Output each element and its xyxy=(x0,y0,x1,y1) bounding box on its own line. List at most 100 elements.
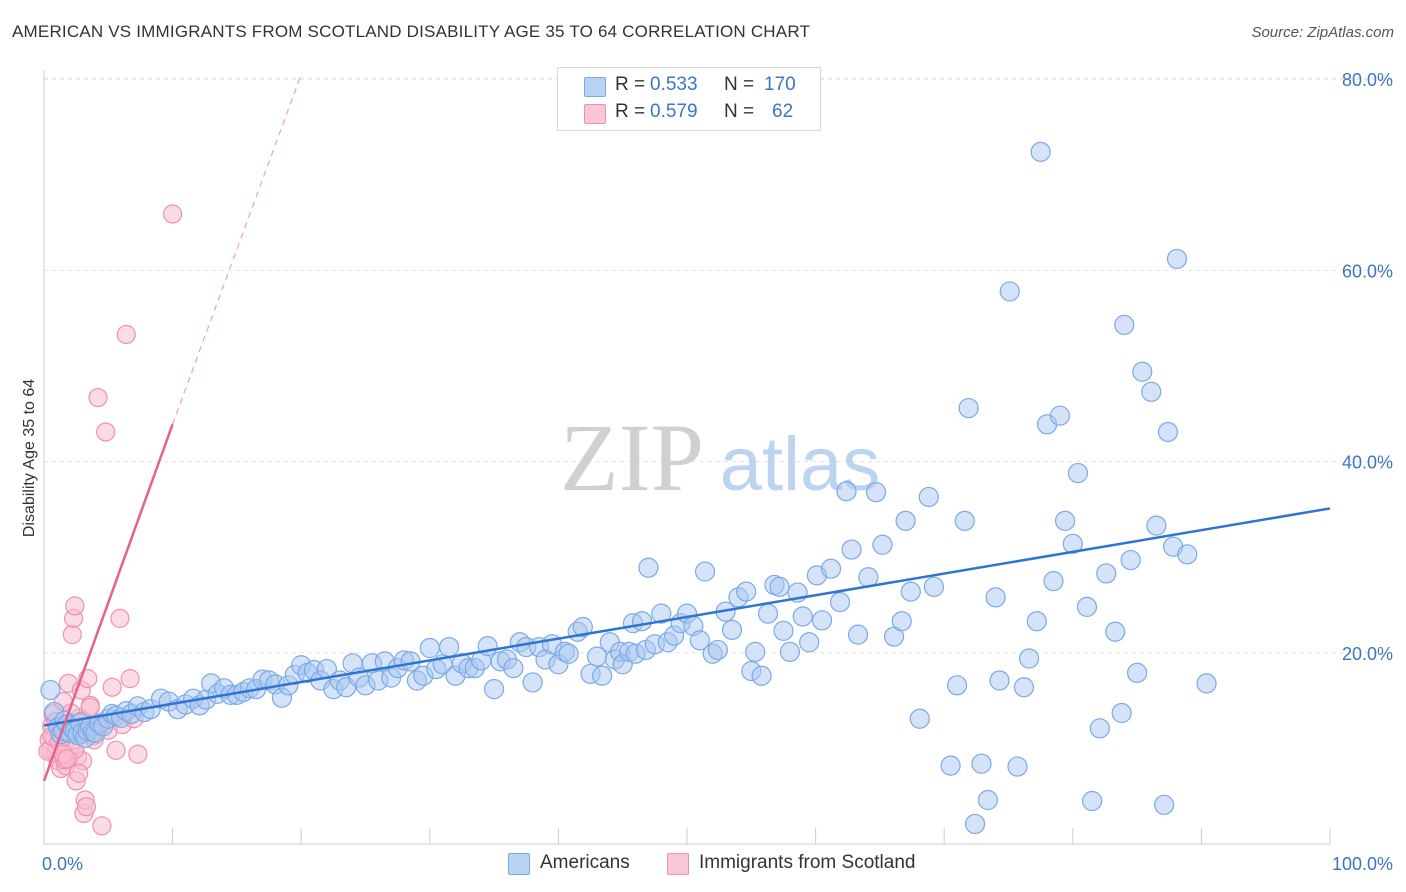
americans-point-118 xyxy=(707,639,728,661)
scotland-point-50 xyxy=(69,763,89,783)
americans-point-185 xyxy=(1157,421,1179,443)
americans-point-179 xyxy=(1120,549,1141,571)
americans-point-173 xyxy=(1081,790,1103,812)
americans-point-126 xyxy=(757,603,779,624)
scotland-point-35 xyxy=(96,422,116,442)
americans-point-97 xyxy=(592,665,613,686)
americans-point-174 xyxy=(1089,718,1110,739)
americans-point-137 xyxy=(829,592,851,613)
tick-labels: 20.0% 40.0% 60.0% 80.0% 0.0% 100.0% xyxy=(42,70,1393,874)
americans-point-184 xyxy=(1154,794,1175,815)
americans-point-159 xyxy=(989,670,1010,691)
americans-point-164 xyxy=(1026,611,1047,632)
americans-point-139 xyxy=(841,539,862,560)
americans-point-129 xyxy=(773,620,794,641)
americans-point-133 xyxy=(799,632,820,653)
series-americans xyxy=(40,141,1217,835)
americans-point-145 xyxy=(891,611,912,632)
americans-point-149 xyxy=(918,486,939,508)
americans-point-124 xyxy=(745,641,766,662)
legend-n-value: 62 xyxy=(772,101,794,122)
americans-point-128 xyxy=(769,576,790,597)
americans-point-162 xyxy=(1013,677,1035,698)
scotland-point-53 xyxy=(80,697,100,717)
americans-point-125 xyxy=(751,665,772,686)
americans-point-147 xyxy=(900,581,921,602)
americans-point-148 xyxy=(909,708,930,729)
americans-point-158 xyxy=(985,587,1006,608)
y-tick-label-2: 60.0% xyxy=(1342,261,1393,281)
scotland-point-38 xyxy=(106,740,126,760)
americans-point-167 xyxy=(1043,570,1064,592)
grid-lines xyxy=(44,77,1392,654)
americans-point-146 xyxy=(895,510,916,531)
bottom-legend-swatch-americans xyxy=(508,853,530,875)
americans-point-135 xyxy=(811,610,833,631)
americans-point-120 xyxy=(721,619,743,640)
scotland-point-39 xyxy=(110,608,130,628)
americans-point-165 xyxy=(1030,141,1051,162)
americans-point-156 xyxy=(971,753,992,774)
bottom-legend-swatch-scotland xyxy=(667,853,689,875)
americans-point-116 xyxy=(694,561,716,582)
scotland-point-41 xyxy=(116,324,136,345)
legend-n-label: N = xyxy=(724,101,755,122)
scotland-point-33 xyxy=(88,387,108,408)
americans-point-107 xyxy=(638,557,659,578)
y-tick-label-3: 80.0% xyxy=(1342,70,1393,90)
scotland-trend-extension xyxy=(172,74,302,425)
scotland-point-45 xyxy=(163,204,183,224)
americans-point-143 xyxy=(872,534,893,555)
watermark-zip: ZIP xyxy=(560,404,704,511)
watermark: ZIP atlas xyxy=(560,404,880,511)
scotland-point-20 xyxy=(65,596,85,616)
americans-point-73 xyxy=(438,636,460,658)
americans-point-150 xyxy=(923,576,945,597)
americans-point-138 xyxy=(836,481,857,502)
legend-r-value: 0.579 xyxy=(650,101,698,122)
americans-point-115 xyxy=(689,630,710,651)
americans-point-142 xyxy=(865,482,887,503)
americans-point-152 xyxy=(946,675,968,696)
scotland-point-34 xyxy=(92,816,112,836)
americans-point-154 xyxy=(958,397,979,419)
y-tick-label-0: 20.0% xyxy=(1342,644,1393,664)
americans-point-175 xyxy=(1096,563,1117,584)
chart-title: AMERICAN VS IMMIGRANTS FROM SCOTLAND DIS… xyxy=(12,22,811,41)
legend-r-label: R = xyxy=(615,74,646,95)
americans-point-189 xyxy=(1196,673,1217,694)
americans-point-163 xyxy=(1018,648,1040,669)
watermark-atlas: atlas xyxy=(720,422,881,507)
bottom-legend-label-americans: Americans xyxy=(540,852,630,873)
americans-point-177 xyxy=(1111,702,1132,724)
scotland-point-37 xyxy=(102,677,122,697)
source-label: Source: ZipAtlas.com xyxy=(1251,24,1394,41)
x-tick-label-max: 100.0% xyxy=(1332,854,1393,874)
americans-point-182 xyxy=(1141,381,1162,402)
americans-point-92 xyxy=(558,643,579,664)
americans-point-130 xyxy=(779,641,800,662)
x-tick-label-min: 0.0% xyxy=(42,854,83,874)
americans-point-178 xyxy=(1114,314,1135,335)
legend-r-value: 0.533 xyxy=(650,74,698,95)
trend-lines xyxy=(42,74,1331,782)
americans-point-122 xyxy=(736,581,757,602)
americans-point-188 xyxy=(1177,544,1198,565)
americans-point-181 xyxy=(1132,361,1153,382)
americans-point-187 xyxy=(1166,248,1188,270)
americans-point-83 xyxy=(503,657,524,679)
americans-point-155 xyxy=(964,813,986,835)
americans-point-160 xyxy=(999,281,1020,302)
scotland-point-52 xyxy=(76,797,97,817)
y-tick-label-1: 40.0% xyxy=(1342,453,1393,473)
americans-point-141 xyxy=(858,567,879,588)
legend-n-value: 170 xyxy=(764,74,796,95)
americans-point-171 xyxy=(1067,462,1089,484)
bottom-legend-label-scotland: Immigrants from Scotland xyxy=(699,852,916,873)
americans-point-172 xyxy=(1076,596,1098,618)
americans-trend-line xyxy=(43,507,1331,727)
americans-point-70 xyxy=(419,637,440,659)
americans-point-176 xyxy=(1105,621,1126,642)
legend-swatch-americans xyxy=(584,77,606,97)
